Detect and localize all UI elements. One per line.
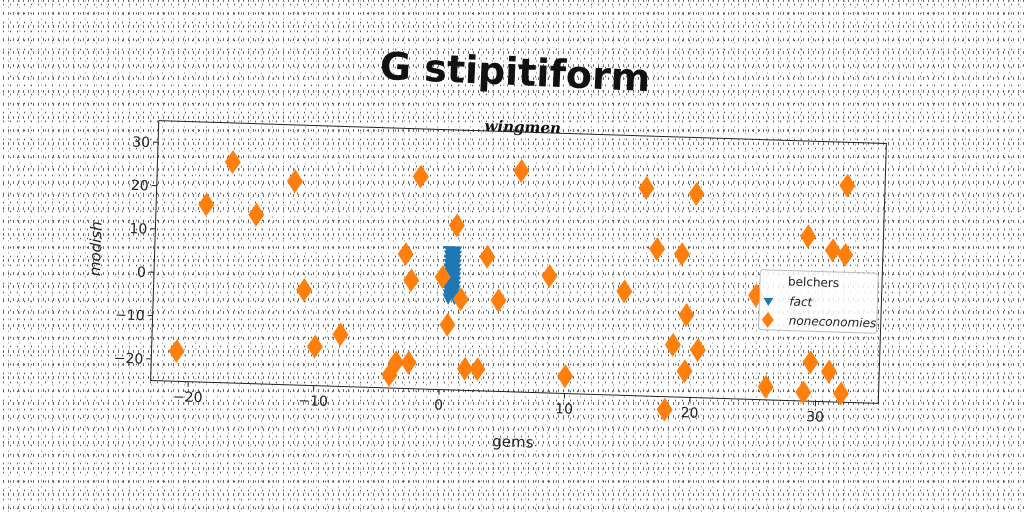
x-tick-label: 30 [806,409,824,426]
data-point-noneconomies [616,279,633,304]
data-point-noneconomies [800,224,817,249]
chart-title: G stipitiform [379,44,651,100]
data-point-noneconomies [168,338,185,363]
data-point-noneconomies [649,237,666,262]
legend-box [758,269,879,334]
y-tick-label: −20 [113,351,143,368]
series-noneconomies [168,149,856,422]
x-axis-label: gems [492,432,534,451]
y-tick-label: 10 [129,221,147,238]
data-point-noneconomies [456,356,473,381]
data-point-noneconomies [688,181,705,206]
data-point-noneconomies [656,397,673,422]
data-point-noneconomies [832,381,849,406]
x-tick-label: −10 [298,393,328,410]
data-point-noneconomies [689,338,706,363]
data-point-noneconomies [287,169,303,194]
data-point-noneconomies [224,149,241,174]
data-point-noneconomies [638,175,655,200]
legend-marker-noneconomies [761,311,774,328]
data-point-noneconomies [248,202,265,227]
data-point-noneconomies [664,332,681,357]
data-point-noneconomies [824,238,841,263]
x-tick-label: 20 [680,405,698,422]
data-point-noneconomies [821,359,838,384]
data-point-noneconomies [306,334,323,359]
y-tick-label: 20 [131,178,149,195]
y-axis-label: modish [86,221,106,276]
x-tick-label: −20 [173,389,203,406]
data-point-noneconomies [541,263,558,288]
data-point-noneconomies [448,213,465,238]
y-axis: −20 −10 0 10 20 30 [113,134,159,368]
data-point-noneconomies [802,350,819,375]
data-point-noneconomies [397,242,414,267]
data-point-noneconomies [839,173,856,198]
legend-label-noneconomies: noneconomies [789,314,877,331]
data-point-noneconomies [400,350,417,375]
data-point-noneconomies [678,302,695,327]
data-point-noneconomies [674,242,690,267]
data-point-noneconomies [795,380,812,405]
data-point-noneconomies [490,288,507,313]
data-point-noneconomies [837,242,854,267]
chart-subtitle: wingmen [484,117,561,137]
data-point-noneconomies [676,359,693,384]
legend-marker-fact [763,297,774,306]
data-point-noneconomies [557,364,574,389]
data-point-noneconomies [412,164,429,189]
x-tick-label: 10 [555,401,573,418]
data-point-noneconomies [452,287,469,312]
data-point-noneconomies [198,192,215,217]
data-point-noneconomies [381,363,398,388]
data-point-noneconomies [403,268,420,293]
data-point-noneconomies [757,374,774,399]
data-point-noneconomies [439,312,456,337]
data-point-noneconomies [332,322,349,347]
y-tick-label: 30 [132,134,150,151]
data-point-noneconomies [513,159,530,184]
data-point-noneconomies [469,357,486,382]
legend-label-fact: fact [789,295,814,310]
plot-area [150,120,887,404]
x-tick-label: 0 [434,397,443,413]
data-point-noneconomies [434,264,451,289]
y-tick-label: 0 [137,265,146,281]
legend: belchers fact noneconomies [758,269,879,334]
x-axis: −20 −10 0 10 20 30 [173,381,824,426]
data-point-noneconomies [479,244,496,269]
data-point-noneconomies [296,277,313,302]
plot-group: wingmen −20 −10 0 10 20 30 −20 −10 0 10 20 30 gems… [86,117,887,452]
y-tick-label: −10 [115,307,145,324]
legend-title: belchers [788,274,840,290]
